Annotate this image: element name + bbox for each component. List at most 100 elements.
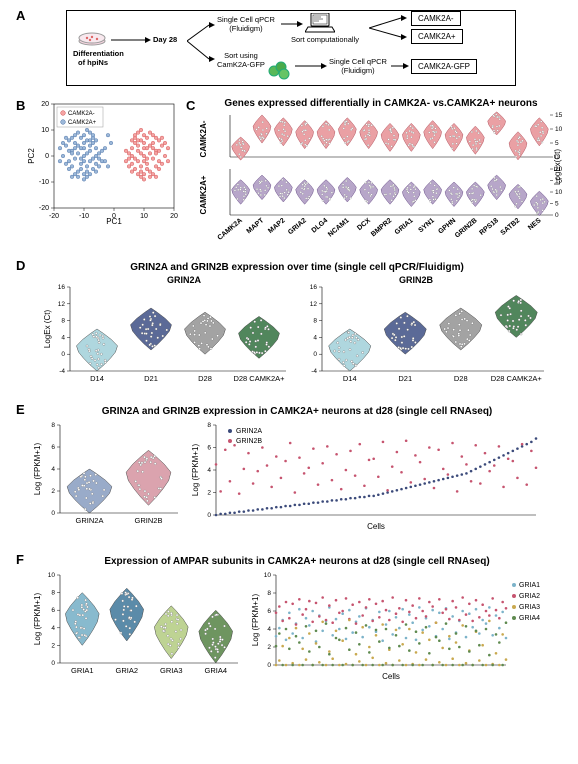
- svg-text:8: 8: [51, 590, 55, 597]
- svg-text:0: 0: [61, 351, 65, 358]
- svg-text:D28: D28: [198, 374, 212, 383]
- svg-text:D28 CAMK2A+: D28 CAMK2A+: [233, 374, 285, 383]
- svg-text:4: 4: [207, 467, 211, 474]
- svg-text:NCAM1: NCAM1: [327, 217, 351, 238]
- svg-text:8: 8: [51, 422, 55, 429]
- svg-text:8: 8: [61, 318, 65, 325]
- svg-text:GRIN2B: GRIN2B: [399, 275, 434, 285]
- arrow-icon: [111, 37, 151, 43]
- svg-text:-20: -20: [39, 205, 49, 212]
- svg-text:DCX: DCX: [356, 217, 372, 232]
- day-label: Day 28: [153, 35, 177, 44]
- svg-text:2: 2: [51, 488, 55, 495]
- panel-label-d: D: [16, 258, 25, 273]
- svg-text:PC2: PC2: [27, 148, 36, 164]
- svg-text:8: 8: [267, 590, 271, 597]
- svg-text:BMPR2: BMPR2: [370, 217, 393, 238]
- arm-bot-r1: Single Cell qPCR: [329, 57, 387, 66]
- panel-e-scatter: GRIN2AGRIN2B02468Log (FPKM+1)Cells: [190, 421, 542, 531]
- svg-text:Log (FPKM+1): Log (FPKM+1): [33, 593, 42, 646]
- svg-text:GRIA1: GRIA1: [394, 217, 415, 236]
- svg-text:10: 10: [555, 189, 563, 196]
- svg-text:LogEx (Ct): LogEx (Ct): [43, 310, 52, 349]
- panel-f-violin: 0246810Log (FPKM+1)GRIA1GRIA2GRIA3GRIA4: [32, 571, 242, 681]
- panel-e-title: GRIN2A and GRIN2B expression in CAMK2A+ …: [32, 406, 562, 417]
- svg-text:Log (FPKM+1): Log (FPKM+1): [251, 594, 260, 647]
- svg-text:8: 8: [207, 422, 211, 429]
- svg-text:0: 0: [207, 512, 211, 519]
- svg-text:20: 20: [170, 213, 178, 220]
- svg-text:GRIA2: GRIA2: [519, 593, 540, 600]
- arm-top-2: (Fluidigm): [229, 24, 262, 33]
- svg-text:16: 16: [310, 284, 318, 291]
- svg-text:CAMK2A+: CAMK2A+: [68, 120, 97, 126]
- svg-text:GRIA4: GRIA4: [204, 666, 227, 675]
- svg-text:8: 8: [313, 318, 317, 325]
- svg-text:GRIA3: GRIA3: [160, 666, 183, 675]
- svg-text:GRIA3: GRIA3: [519, 604, 540, 611]
- svg-text:6: 6: [51, 607, 55, 614]
- svg-text:Log (FPKM+1): Log (FPKM+1): [33, 443, 42, 496]
- svg-text:GRIN2A: GRIN2A: [76, 516, 104, 525]
- svg-text:10: 10: [48, 572, 56, 579]
- panel-c-violins: CAMK2A-CAMK2A+LogEx(Ct)05101505101520CAM…: [196, 109, 566, 245]
- split-arrow-icon: [369, 15, 407, 41]
- arrow-icon: [391, 63, 409, 69]
- panel-e-violin: 02468Log (FPKM+1)GRIN2AGRIN2B: [32, 421, 182, 531]
- svg-text:Cells: Cells: [382, 672, 400, 681]
- svg-text:4: 4: [267, 626, 271, 633]
- panel-d-title: GRIN2A and GRIN2B expression over time (…: [32, 262, 562, 273]
- arrow-icon: [281, 21, 303, 27]
- svg-text:D21: D21: [144, 374, 158, 383]
- sort-comp-label: Sort computationally: [291, 35, 359, 44]
- svg-text:15: 15: [555, 178, 563, 185]
- panel-f-title: Expression of AMPAR subunits in CAMK2A+ …: [32, 556, 562, 567]
- svg-text:D28 CAMK2A+: D28 CAMK2A+: [491, 374, 543, 383]
- svg-text:D14: D14: [343, 374, 357, 383]
- svg-text:CAMK2A-: CAMK2A-: [199, 120, 208, 157]
- svg-text:12: 12: [58, 301, 66, 308]
- svg-text:GRIA2: GRIA2: [115, 666, 138, 675]
- diff-label-1: Differentiation: [73, 49, 124, 58]
- svg-text:0: 0: [51, 660, 55, 667]
- svg-text:CAMK2A+: CAMK2A+: [199, 175, 208, 214]
- arm-top-1: Single Cell qPCR: [217, 15, 275, 24]
- svg-text:D14: D14: [90, 374, 104, 383]
- svg-text:20: 20: [555, 166, 563, 173]
- svg-text:RPS18: RPS18: [478, 217, 500, 237]
- svg-text:-10: -10: [79, 213, 89, 220]
- svg-text:CAMK2A-: CAMK2A-: [68, 111, 95, 117]
- panel-b-scatter: -20-1001020-20-1001020PC1PC2CAMK2A-CAMK2…: [24, 98, 180, 226]
- svg-text:0: 0: [555, 154, 559, 161]
- panel-c-title: Genes expressed differentially in CAMK2A…: [196, 98, 566, 109]
- svg-text:5: 5: [555, 140, 559, 147]
- svg-text:Log (FPKM+1): Log (FPKM+1): [191, 444, 200, 497]
- svg-text:GRIN2B: GRIN2B: [135, 516, 163, 525]
- svg-text:10: 10: [264, 572, 272, 579]
- svg-text:2: 2: [51, 642, 55, 649]
- svg-text:0: 0: [313, 351, 317, 358]
- svg-text:10: 10: [140, 213, 148, 220]
- laptop-icon: [305, 13, 335, 35]
- box-camk2a-gfp: CAMK2A-GFP: [411, 59, 477, 74]
- svg-text:12: 12: [310, 301, 318, 308]
- arrow-icon: [295, 63, 327, 69]
- svg-text:D21: D21: [398, 374, 412, 383]
- svg-text:16: 16: [58, 284, 66, 291]
- svg-text:0: 0: [267, 662, 271, 669]
- svg-text:6: 6: [207, 445, 211, 452]
- split-arrow-icon: [187, 19, 215, 69]
- svg-text:4: 4: [313, 334, 317, 341]
- arm-bot-r2: (Fluidigm): [341, 66, 374, 75]
- box-camk2a-pos: CAMK2A+: [411, 29, 463, 44]
- svg-text:20: 20: [41, 101, 49, 108]
- svg-text:GRIN2A: GRIN2A: [167, 275, 202, 285]
- panel-d-violins: GRIN2AGRIN2B-40481216LogEx (Ct)D14D21D28…: [32, 273, 562, 389]
- svg-text:CAMK2A: CAMK2A: [217, 217, 244, 242]
- svg-text:10: 10: [41, 127, 49, 134]
- svg-text:5: 5: [555, 201, 559, 208]
- gfp-cells-icon: [267, 61, 293, 81]
- svg-text:15: 15: [555, 112, 563, 119]
- arm-bot-1: Sort using: [224, 51, 258, 60]
- arm-bot-2: CamK2A-GFP: [217, 60, 265, 69]
